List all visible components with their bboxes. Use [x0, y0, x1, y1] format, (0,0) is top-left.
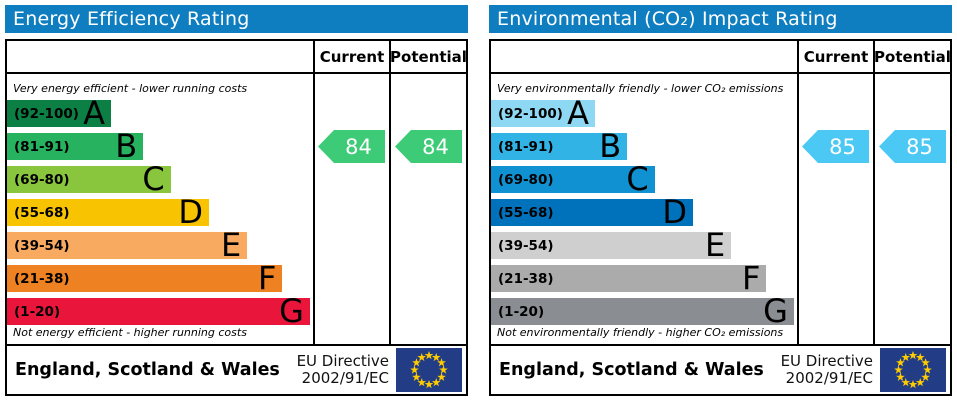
energy-eu-directive-text: EU Directive 2002/91/EC	[297, 353, 389, 387]
band-range-label: (69-80)	[498, 171, 554, 188]
energy-band-area: Very energy efficient - lower running co…	[7, 74, 313, 344]
energy-footer: England, Scotland & Wales EU Directive 2…	[7, 344, 466, 394]
environmental-eu-directive-text: EU Directive 2002/91/EC	[781, 353, 873, 387]
band-range-label: (81-91)	[498, 138, 554, 155]
panel-energy-efficiency: Energy Efficiency Rating Current Potenti…	[5, 5, 468, 396]
environmental-current-column: 85	[797, 74, 873, 344]
band-range-label: (39-54)	[498, 237, 554, 254]
band-letter: G	[279, 292, 304, 330]
band-g: (1-20) G	[7, 292, 310, 330]
band-a: (92-100) A	[7, 94, 112, 132]
band-f: (21-38) F	[7, 259, 283, 297]
band-range-label: (21-38)	[498, 270, 554, 287]
band-letter: F	[257, 259, 277, 297]
band-g: (1-20) G	[491, 292, 794, 330]
band-letter: G	[763, 292, 788, 330]
band-letter: A	[567, 94, 590, 132]
environmental-eu-directive-line1: EU Directive	[780, 352, 873, 371]
environmental-band-area: Very environmentally friendly - lower CO…	[491, 74, 797, 344]
band-b: (81-91) B	[7, 127, 144, 165]
environmental-potential-arrow: 85	[879, 130, 946, 163]
environmental-footer: England, Scotland & Wales EU Directive 2…	[491, 344, 950, 394]
environmental-current-arrow: 85	[802, 130, 869, 163]
band-range-label: (1-20)	[14, 303, 61, 320]
energy-title-bar: Energy Efficiency Rating	[5, 5, 468, 33]
energy-bottom-caption: Not energy efficient - higher running co…	[13, 326, 247, 339]
environmental-column-header-potential: Potential	[873, 41, 951, 74]
environmental-chart-box: Current Potential Very environmentally f…	[489, 39, 952, 396]
band-c: (69-80) C	[7, 160, 171, 198]
environmental-bottom-caption: Not environmentally friendly - higher CO…	[497, 326, 784, 339]
energy-bands: (92-100) A (81-91) B (69-80) C (55-68) D (39-54)…	[7, 94, 313, 330]
energy-column-header-potential: Potential	[389, 41, 467, 74]
environmental-bands: (92-100) A (81-91) B (69-80) C (55-68) D (39-54)…	[491, 94, 797, 330]
band-letter: B	[115, 127, 138, 165]
band-a: (92-100) A	[491, 94, 596, 132]
environmental-region-label: England, Scotland & Wales	[499, 360, 764, 380]
energy-chart-box: Current Potential Very energy efficient …	[5, 39, 468, 396]
band-letter: A	[83, 94, 106, 132]
band-range-label: (81-91)	[14, 138, 70, 155]
band-e: (39-54) E	[7, 226, 248, 264]
environmental-top-caption: Very environmentally friendly - lower CO…	[497, 82, 784, 95]
band-range-label: (92-100)	[498, 105, 563, 122]
environmental-title-bar: Environmental (CO₂) Impact Rating	[489, 5, 952, 33]
eu-flag-icon	[396, 348, 462, 392]
environmental-header-spacer	[491, 41, 797, 74]
band-range-label: (39-54)	[14, 237, 70, 254]
energy-potential-arrow: 84	[395, 130, 462, 163]
band-range-label: (92-100)	[14, 105, 79, 122]
panel-environmental-impact: Environmental (CO₂) Impact Rating Curren…	[489, 5, 952, 396]
energy-title: Energy Efficiency Rating	[13, 8, 250, 30]
band-letter: C	[626, 160, 649, 198]
band-d: (55-68) D	[7, 193, 209, 231]
environmental-eu-directive-line2: 2002/91/EC	[785, 369, 873, 387]
band-range-label: (55-68)	[14, 204, 70, 221]
band-f: (21-38) F	[491, 259, 767, 297]
band-c: (69-80) C	[491, 160, 655, 198]
energy-region-label: England, Scotland & Wales	[15, 360, 280, 380]
band-range-label: (55-68)	[498, 204, 554, 221]
band-letter: C	[142, 160, 165, 198]
band-letter: E	[704, 226, 726, 264]
band-letter: F	[741, 259, 761, 297]
energy-eu-directive-line2: 2002/91/EC	[301, 369, 389, 387]
band-d: (55-68) D	[491, 193, 693, 231]
band-e: (39-54) E	[491, 226, 732, 264]
energy-current-arrow: 84	[318, 130, 385, 163]
energy-column-header-current: Current	[313, 41, 389, 74]
energy-eu-directive-line1: EU Directive	[296, 352, 389, 371]
energy-current-column: 84	[313, 74, 389, 344]
band-range-label: (21-38)	[14, 270, 70, 287]
energy-header-spacer	[7, 41, 313, 74]
band-letter: B	[599, 127, 622, 165]
band-letter: D	[178, 193, 203, 231]
band-letter: D	[662, 193, 687, 231]
band-b: (81-91) B	[491, 127, 628, 165]
eu-flag-icon	[880, 348, 946, 392]
band-letter: E	[220, 226, 242, 264]
band-range-label: (69-80)	[14, 171, 70, 188]
environmental-column-header-current: Current	[797, 41, 873, 74]
energy-potential-column: 84	[389, 74, 466, 344]
band-range-label: (1-20)	[498, 303, 545, 320]
environmental-potential-column: 85	[873, 74, 950, 344]
environmental-title: Environmental (CO₂) Impact Rating	[497, 8, 838, 30]
energy-top-caption: Very energy efficient - lower running co…	[13, 82, 248, 95]
